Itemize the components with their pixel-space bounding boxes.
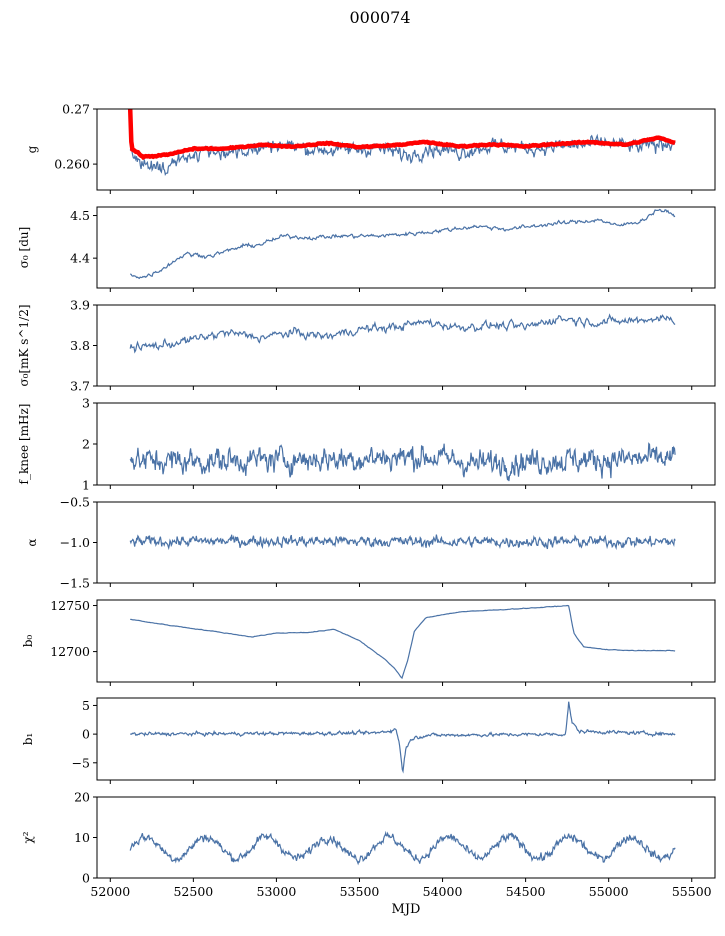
y-tick-label: 2 [82,437,90,452]
subplot-5: −1.5 −1.0 −0.5 α [25,495,716,591]
subplot-4: 1 2 3 f_knee [mHz] [17,396,716,493]
axes-frame [96,501,716,584]
y-tick-label: 5 [82,698,90,713]
x-tick-label: 55500 [672,884,712,899]
x-tick-label: 52500 [173,884,213,899]
series-line-7-1 [130,701,676,774]
subplot-6: 12700 12750 b₀ [21,598,716,686]
figure-title: 000074 [349,8,410,27]
series-line-4-1 [129,442,676,482]
y-tick-label: 10 [74,830,90,845]
subplot-3: 3.7 3.8 3.9 σ₀[mK s^1/2] [17,298,716,394]
x-tick-label: 55000 [589,884,629,899]
series-line-8-1 [129,830,676,866]
x-axis-label: MJD [392,902,421,917]
y-tick-label: −1.5 [60,576,90,591]
y-tick-label: 3.7 [70,379,90,394]
y-tick-label: 12700 [50,644,90,659]
y-axis-label: b₁ [21,733,35,746]
y-axis-label: g [25,145,39,153]
axes-frame [96,697,716,781]
y-tick-label: 0.27 [62,102,90,117]
y-tick-label: −5 [72,755,90,770]
series-line-1-2 [127,109,676,161]
y-tick-label: −1.0 [60,535,90,550]
series-line-1-1 [129,133,676,176]
y-tick-label: 12750 [50,598,90,613]
y-axis-label: σ₀ [du] [17,227,31,269]
y-tick-label: 3.8 [70,338,90,353]
axes-frame [96,796,716,879]
y-tick-label: 4.4 [70,251,90,266]
series-line-2-1 [129,208,676,280]
y-tick-label: 1 [82,478,90,493]
y-tick-label: 0.260 [54,157,90,172]
y-tick-label: 3.9 [70,298,90,313]
x-tick-label: 52000 [90,884,130,899]
y-tick-label: 0 [82,871,90,886]
axes-frame [96,304,716,387]
subplot-2: 4.4 4.5 σ₀ [du] [17,206,716,292]
x-tick-label: 53500 [340,884,380,899]
subplot-8: 0 10 20 χ² 52000 52500 53000 53500 54000 54500 550… [21,790,716,917]
x-tick-label: 53000 [257,884,297,899]
subplot-1: 0.260 0.27 g [25,102,716,194]
y-tick-label: −0.5 [60,495,90,510]
y-axis-label: α [25,538,39,546]
y-tick-label: 3 [82,396,90,411]
x-tick-label: 54500 [506,884,546,899]
axes-frame [96,599,716,683]
axes-frame [96,108,716,191]
subplot-stack: 0.260 0.27 g 4.4 4.5 σ₀ [du] 3.7 3.8 3.9 σ₀[mK s^… [17,102,716,917]
y-axis-label: σ₀[mK s^1/2] [17,304,31,386]
y-axis-label: b₀ [21,635,35,648]
y-tick-label: 0 [82,727,90,742]
axes-frame [96,206,716,289]
y-tick-label: 4.5 [70,208,90,223]
axes-frame [96,402,716,486]
y-tick-label: 20 [74,790,90,805]
series-line-5-1 [129,534,676,551]
series-line-6-1 [130,604,676,680]
subplot-7: −5 0 5 b₁ [21,697,716,784]
x-tick-label: 54000 [423,884,463,899]
series-line-3-1 [129,313,676,354]
y-axis-label: f_knee [mHz] [17,404,31,485]
y-axis-label: χ² [21,831,35,843]
